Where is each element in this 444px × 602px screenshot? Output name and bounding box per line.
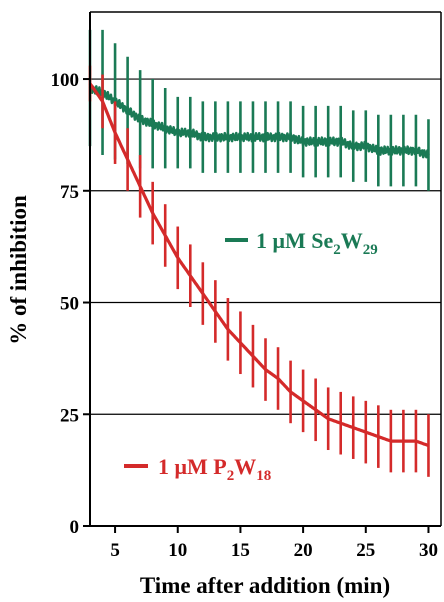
y-tick-label: 50 bbox=[60, 294, 79, 315]
x-tick-label: 5 bbox=[110, 540, 120, 561]
x-tick-label: 30 bbox=[419, 540, 438, 561]
series-line bbox=[88, 82, 429, 448]
legend-label-p2w18: 1 μM P2W18 bbox=[158, 454, 271, 484]
series-line bbox=[88, 84, 430, 159]
y-tick-label: 75 bbox=[60, 182, 79, 203]
y-tick-label: 100 bbox=[51, 70, 80, 91]
series-p2w18 bbox=[88, 65, 430, 477]
legend-label-se2w29: 1 μM Se2W29 bbox=[256, 228, 378, 258]
y-axis-label: % of inhibition bbox=[6, 195, 31, 345]
x-tick-label: 25 bbox=[356, 540, 375, 561]
x-tick-label: 10 bbox=[168, 540, 187, 561]
ticks: 0 25 50 75 100 5 10 15 20 25 30 bbox=[51, 70, 438, 561]
y-tick-label: 0 bbox=[70, 517, 80, 538]
axes bbox=[89, 11, 442, 527]
legend-entry-se2w29: 1 μM Se2W29 bbox=[225, 228, 378, 258]
x-tick-label: 20 bbox=[294, 540, 313, 561]
legend-entry-p2w18: 1 μM P2W18 bbox=[124, 454, 271, 484]
x-tick-label: 15 bbox=[231, 540, 250, 561]
gridlines bbox=[90, 78, 441, 415]
series-layer bbox=[88, 29, 430, 477]
x-axis-label: Time after addition (min) bbox=[140, 573, 390, 598]
series-se2w29 bbox=[88, 29, 430, 191]
y-tick-label: 25 bbox=[60, 405, 79, 426]
